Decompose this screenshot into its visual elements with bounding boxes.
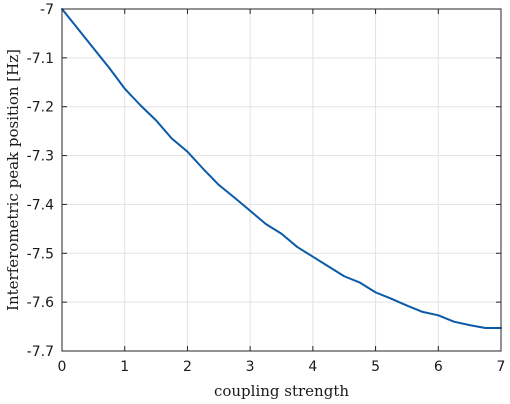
x-tick-label: 3 — [246, 359, 255, 375]
y-tick-label: -7.3 — [27, 149, 54, 165]
series-line — [61, 8, 502, 330]
x-tick-label: 2 — [183, 359, 192, 375]
x-tick-label: 1 — [120, 359, 129, 375]
x-tick-label: 6 — [434, 359, 443, 375]
y-tick-label: -7.4 — [27, 197, 54, 213]
y-tick-label: -7.2 — [27, 100, 54, 116]
y-tick-label: -7.7 — [27, 344, 54, 360]
x-tick-label: 4 — [308, 359, 317, 375]
plot-area-frame — [61, 8, 502, 352]
x-tick-label: 0 — [58, 359, 67, 375]
y-tick-label: -7.1 — [27, 51, 54, 67]
y-tick-label: -7.6 — [27, 295, 54, 311]
axis-ticks — [61, 8, 502, 352]
y-axis-title: Interferometric peak position [Hz] — [4, 49, 22, 311]
x-axis-tick-labels: 0 1 2 3 4 5 6 7 — [58, 359, 506, 375]
x-tick-label: 5 — [371, 359, 380, 375]
grid — [61, 8, 502, 352]
x-tick-label: 7 — [497, 359, 506, 375]
y-tick-label: -7.5 — [27, 246, 54, 262]
x-axis-title: coupling strength — [214, 382, 349, 400]
y-tick-label: -7 — [40, 2, 54, 18]
y-axis-tick-labels: -7 -7.1 -7.2 -7.3 -7.4 -7.5 -7.6 -7.7 — [27, 2, 54, 360]
